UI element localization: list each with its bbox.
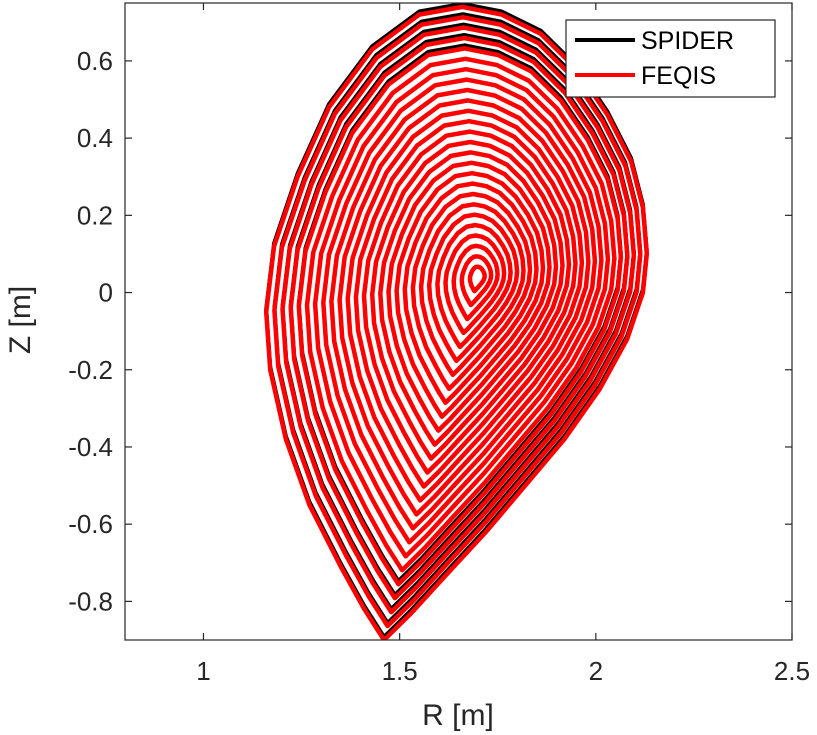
y-tick-label: -0.2 xyxy=(68,355,113,385)
feqis-flux-surface xyxy=(329,87,598,531)
feqis-flux-surface xyxy=(321,77,604,545)
feqis-flux-surface xyxy=(361,129,572,475)
legend: SPIDER FEQIS xyxy=(565,19,776,98)
x-axis-label: R [m] xyxy=(422,699,494,732)
x-tick-label: 2.5 xyxy=(774,656,810,686)
y-tick-label: -0.6 xyxy=(68,509,113,539)
y-axis-label: Z [m] xyxy=(4,286,37,354)
feqis-flux-surface xyxy=(312,66,611,559)
feqis-flux-surface xyxy=(426,212,520,364)
y-tick-label: 0.2 xyxy=(77,200,113,230)
y-tick-label: -0.8 xyxy=(68,586,113,616)
feqis-flux-surface xyxy=(402,181,539,405)
feqis-flux-surface xyxy=(280,25,637,615)
feqis-flux-surface xyxy=(337,98,591,517)
legend-label-spider: SPIDER xyxy=(641,27,734,55)
y-tick-label: 0.6 xyxy=(77,46,113,76)
feqis-flux-surface xyxy=(304,56,617,573)
y-tick-label: 0 xyxy=(99,278,113,308)
feqis-flux-surface xyxy=(378,150,559,447)
y-axis-ticks: 0.6 0.4 0.2 0 -0.2 -0.4 -0.6 -0.8 xyxy=(68,46,792,616)
feqis-flux-surface xyxy=(459,254,494,308)
feqis-flux-surface xyxy=(418,202,526,378)
feqis-flux-surface xyxy=(263,4,650,640)
feqis-flux-surface xyxy=(288,35,630,601)
feqis-flux-surface xyxy=(386,160,552,433)
feqis-flux-surface xyxy=(353,118,578,489)
y-tick-label: -0.4 xyxy=(68,432,113,462)
feqis-flux-surface xyxy=(435,222,513,350)
feqis-flux-surface xyxy=(296,46,624,587)
feqis-flux-surface xyxy=(467,264,487,294)
feqis-flux-surface xyxy=(443,233,507,336)
feqis-flux-surface xyxy=(451,243,500,322)
feqis-flux-surface xyxy=(410,191,533,392)
feqis-flux-surface xyxy=(394,170,546,419)
y-tick-label: 0.4 xyxy=(77,123,113,153)
x-axis-ticks: 1 1.5 2 2.5 xyxy=(196,3,810,686)
flux-surfaces xyxy=(263,3,650,640)
legend-box xyxy=(565,19,776,98)
legend-label-feqis: FEQIS xyxy=(641,62,716,90)
x-tick-label: 1 xyxy=(196,656,210,686)
x-tick-label: 2 xyxy=(589,656,603,686)
feqis-flux-surface xyxy=(369,139,565,461)
feqis-flux-surface xyxy=(272,15,643,629)
plot-frame xyxy=(124,2,793,641)
feqis-flux-surface xyxy=(345,108,585,503)
x-tick-label: 1.5 xyxy=(382,656,418,686)
